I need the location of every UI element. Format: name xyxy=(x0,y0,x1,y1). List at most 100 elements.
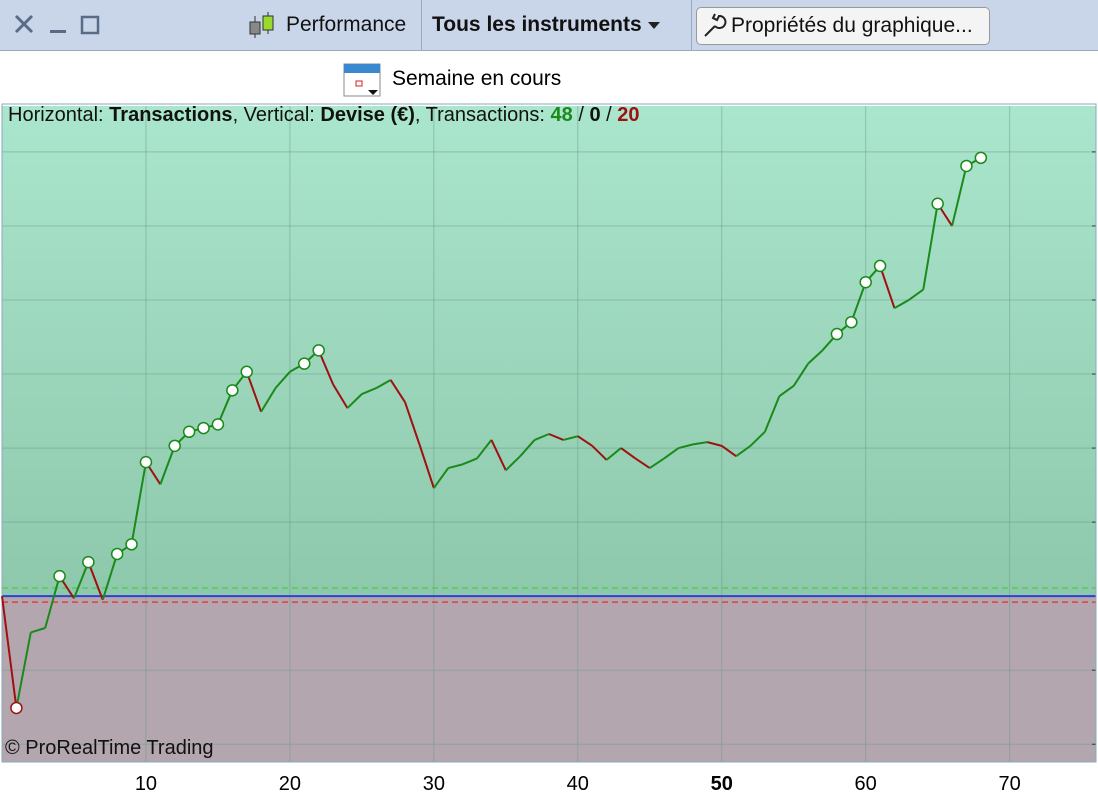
calendar-icon xyxy=(343,63,381,97)
wrench-icon xyxy=(704,13,727,37)
equity-segment xyxy=(476,439,493,460)
equity-segment xyxy=(620,447,636,460)
extreme-marker xyxy=(298,357,311,370)
performance-button[interactable]: Performance xyxy=(246,6,406,44)
extreme-marker xyxy=(830,327,844,341)
equity-segment xyxy=(721,445,737,458)
equity-segment xyxy=(649,457,665,469)
equity-segment xyxy=(260,387,277,413)
equity-segment xyxy=(245,371,263,413)
equity-segment xyxy=(433,467,450,489)
info-text: Transactions xyxy=(109,104,233,126)
equity-segment xyxy=(332,383,349,409)
equity-segment xyxy=(922,203,939,290)
extreme-marker xyxy=(873,259,887,273)
equity-segment xyxy=(44,575,61,629)
equity-segment xyxy=(30,627,46,634)
equity-segment xyxy=(519,439,536,457)
x-tick-label: 20 xyxy=(279,773,301,795)
equity-segment xyxy=(1,596,18,709)
equity-segment xyxy=(361,387,377,395)
extreme-marker xyxy=(974,151,988,165)
extreme-marker xyxy=(960,159,973,173)
equity-segment xyxy=(763,395,781,433)
equity-segment xyxy=(749,431,766,447)
equity-segment xyxy=(807,349,824,365)
separator: / xyxy=(606,104,612,126)
info-text: , Transactions: xyxy=(414,104,545,126)
plot-frame xyxy=(1,103,1097,763)
extreme-marker xyxy=(226,384,239,397)
extreme-marker xyxy=(312,344,325,357)
extreme-marker xyxy=(182,425,196,439)
equity-segment xyxy=(346,393,363,409)
info-text: , Vertical: xyxy=(232,104,315,126)
equity-segment xyxy=(692,441,708,446)
extreme-marker xyxy=(845,315,858,329)
extreme-marker xyxy=(139,455,153,469)
equity-segment xyxy=(707,441,722,447)
equity-segment xyxy=(678,443,694,450)
x-tick-label: 60 xyxy=(855,773,877,795)
x-tick-label: 40 xyxy=(567,773,589,795)
equity-segment xyxy=(87,561,104,601)
toolbar: Performance Tous les instruments Proprié… xyxy=(0,0,1098,51)
properties-button[interactable]: Propriétés du graphique... xyxy=(696,7,990,45)
equity-segment xyxy=(462,457,478,466)
equity-segment xyxy=(792,363,809,387)
equity-segment xyxy=(908,288,924,301)
info-bar: Horizontal: Transactions, Vertical: Devi… xyxy=(8,104,640,127)
equity-segment xyxy=(548,433,564,441)
equity-segment xyxy=(159,445,176,485)
equity-segment xyxy=(577,435,593,447)
period-selector[interactable]: Semaine en cours xyxy=(342,58,561,100)
info-text: Devise (€) xyxy=(320,104,415,126)
equity-segment xyxy=(591,445,608,461)
extreme-marker xyxy=(197,421,210,435)
extreme-marker xyxy=(82,555,95,569)
equity-segment xyxy=(15,632,32,709)
performance-label: Performance xyxy=(286,13,407,36)
period-label: Semaine en cours xyxy=(392,67,562,90)
equity-segment xyxy=(634,457,651,469)
neutral-count: 0 xyxy=(589,104,601,126)
equity-segment xyxy=(879,265,896,309)
negative-zone xyxy=(2,596,1096,762)
extreme-marker xyxy=(125,538,138,551)
equity-segment xyxy=(404,401,421,445)
equity-segment xyxy=(893,299,910,310)
positive-zone xyxy=(2,106,1096,597)
window-controls[interactable] xyxy=(12,12,104,38)
x-tick-label: 70 xyxy=(999,773,1021,795)
info-text: Horizontal: xyxy=(8,104,104,126)
equity-segment xyxy=(490,439,507,471)
equity-segment xyxy=(505,455,521,471)
x-tick-label: 50 xyxy=(711,773,733,795)
equity-segment xyxy=(447,463,463,470)
equity-segment xyxy=(130,461,147,545)
extreme-marker xyxy=(211,418,225,431)
copyright: © ProRealTime Trading xyxy=(5,737,214,759)
equity-segment xyxy=(375,379,392,389)
dropdown-arrow xyxy=(647,22,660,29)
instruments-dropdown[interactable]: Tous les instruments xyxy=(432,6,666,44)
extreme-marker xyxy=(53,569,66,583)
extreme-marker xyxy=(168,439,181,453)
properties-label: Propriétés du graphique... xyxy=(731,14,973,37)
equity-segment xyxy=(951,165,968,227)
separator: / xyxy=(578,104,584,126)
extreme-marker xyxy=(10,701,23,715)
losing-count: 20 xyxy=(617,104,640,126)
winning-count: 48 xyxy=(550,104,573,126)
x-tick-label: 10 xyxy=(135,773,157,795)
equity-segment xyxy=(389,379,406,403)
equity-segment xyxy=(778,385,795,398)
extreme-marker xyxy=(110,547,124,561)
equity-segment xyxy=(274,371,291,389)
x-tick-label: 30 xyxy=(423,773,445,795)
equity-segment xyxy=(663,447,680,460)
extreme-marker xyxy=(931,197,944,210)
equity-segment xyxy=(418,444,435,489)
equity-segment xyxy=(101,553,119,601)
